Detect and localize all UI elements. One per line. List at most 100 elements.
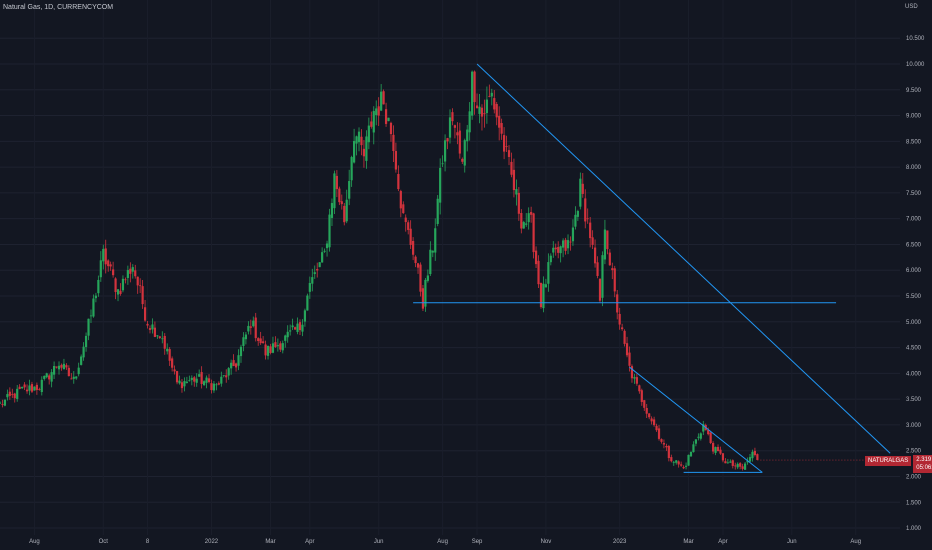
candle-body xyxy=(670,457,673,462)
candle-body xyxy=(412,240,415,255)
candle-body xyxy=(559,246,562,254)
candle-body xyxy=(709,432,712,443)
candle-body xyxy=(264,344,267,356)
candle-body xyxy=(328,214,331,248)
x-tick-label: 2022 xyxy=(205,539,219,545)
y-tick-label: 7.000 xyxy=(906,217,922,223)
candle-body xyxy=(220,376,223,384)
candle-body xyxy=(259,338,262,344)
candle-body xyxy=(739,463,742,467)
candle-body xyxy=(741,466,744,469)
candle-body xyxy=(549,255,552,263)
candle-body xyxy=(736,463,739,468)
candle-body xyxy=(475,105,479,109)
candle-body xyxy=(451,112,454,122)
candle-body xyxy=(547,262,550,284)
last-price-badge: NATURALGAS 2.319 05:06:37 xyxy=(865,455,932,473)
candle-body xyxy=(421,288,425,309)
x-tick-label: Apr xyxy=(305,539,314,545)
candle-body xyxy=(212,383,216,391)
candle-body xyxy=(276,345,279,347)
candle-body xyxy=(55,366,58,368)
candle-body xyxy=(702,424,705,432)
candle-body xyxy=(345,199,348,222)
candle-body xyxy=(210,383,213,391)
candle-body xyxy=(498,115,501,128)
candle-body xyxy=(652,419,656,426)
candle-body xyxy=(471,71,474,116)
candle-body xyxy=(333,173,336,209)
candle-body xyxy=(62,363,66,370)
candle-body xyxy=(714,447,717,453)
candle-body xyxy=(589,222,592,239)
candle-body xyxy=(419,264,422,292)
candle-body xyxy=(3,399,7,406)
candle-body xyxy=(171,358,174,368)
candle-body xyxy=(621,327,624,330)
candle-body xyxy=(92,298,95,317)
y-tick-label: 9.500 xyxy=(906,88,922,94)
candle-body xyxy=(394,151,398,170)
candle-body xyxy=(473,71,476,103)
candle-body xyxy=(348,181,351,199)
candle-body xyxy=(266,345,270,356)
candle-body xyxy=(87,318,90,336)
candle-body xyxy=(198,374,201,377)
candle-body xyxy=(139,285,142,287)
candle-body xyxy=(254,317,257,339)
candle-body xyxy=(746,460,749,463)
candle-body xyxy=(552,247,555,253)
candle-body xyxy=(257,338,260,342)
candle-body xyxy=(262,341,265,344)
candle-body xyxy=(586,218,589,220)
candle-body xyxy=(729,461,732,463)
candle-body xyxy=(512,169,516,191)
candle-body xyxy=(43,375,46,379)
symbol-label: NATURALGAS xyxy=(865,456,912,466)
candle-body xyxy=(148,328,152,330)
candle-body xyxy=(360,136,363,146)
candle-body xyxy=(249,326,252,328)
candle-body xyxy=(707,430,710,435)
candle-body xyxy=(35,384,38,390)
candle-body xyxy=(443,140,447,162)
candle-body xyxy=(252,320,255,327)
candle-body xyxy=(562,240,565,248)
candle-body xyxy=(8,391,11,396)
candle-body xyxy=(493,98,496,110)
candle-body xyxy=(340,201,343,205)
candle-body xyxy=(456,132,459,136)
candle-body xyxy=(534,250,538,265)
candle-body xyxy=(480,107,484,117)
candle-body xyxy=(97,279,100,294)
y-tick-label: 7.500 xyxy=(906,191,922,197)
candle-body xyxy=(180,382,184,389)
candle-body xyxy=(183,381,186,387)
candle-body xyxy=(554,247,557,250)
candle-body xyxy=(45,373,48,378)
candle-body xyxy=(70,378,73,380)
candle-body xyxy=(453,125,457,128)
candle-body xyxy=(416,263,420,268)
candle-body xyxy=(616,294,619,313)
x-tick-label: Aug xyxy=(850,539,861,545)
candle-body xyxy=(756,454,759,460)
candle-body xyxy=(446,138,449,142)
candle-body xyxy=(628,352,631,366)
y-tick-label: 10.500 xyxy=(906,36,925,42)
candle-body xyxy=(726,462,729,464)
candle-body xyxy=(158,336,161,338)
candle-body xyxy=(136,276,139,286)
x-tick-label: Nov xyxy=(541,539,552,545)
candle-body xyxy=(525,223,528,225)
candle-body xyxy=(643,400,646,408)
candle-body xyxy=(311,277,314,284)
y-tick-label: 2.500 xyxy=(906,449,922,455)
candle-body xyxy=(321,252,324,263)
candle-body xyxy=(441,163,444,165)
candles xyxy=(0,70,759,471)
candle-body xyxy=(466,129,469,142)
candle-body xyxy=(623,330,626,344)
candle-body xyxy=(166,348,169,352)
